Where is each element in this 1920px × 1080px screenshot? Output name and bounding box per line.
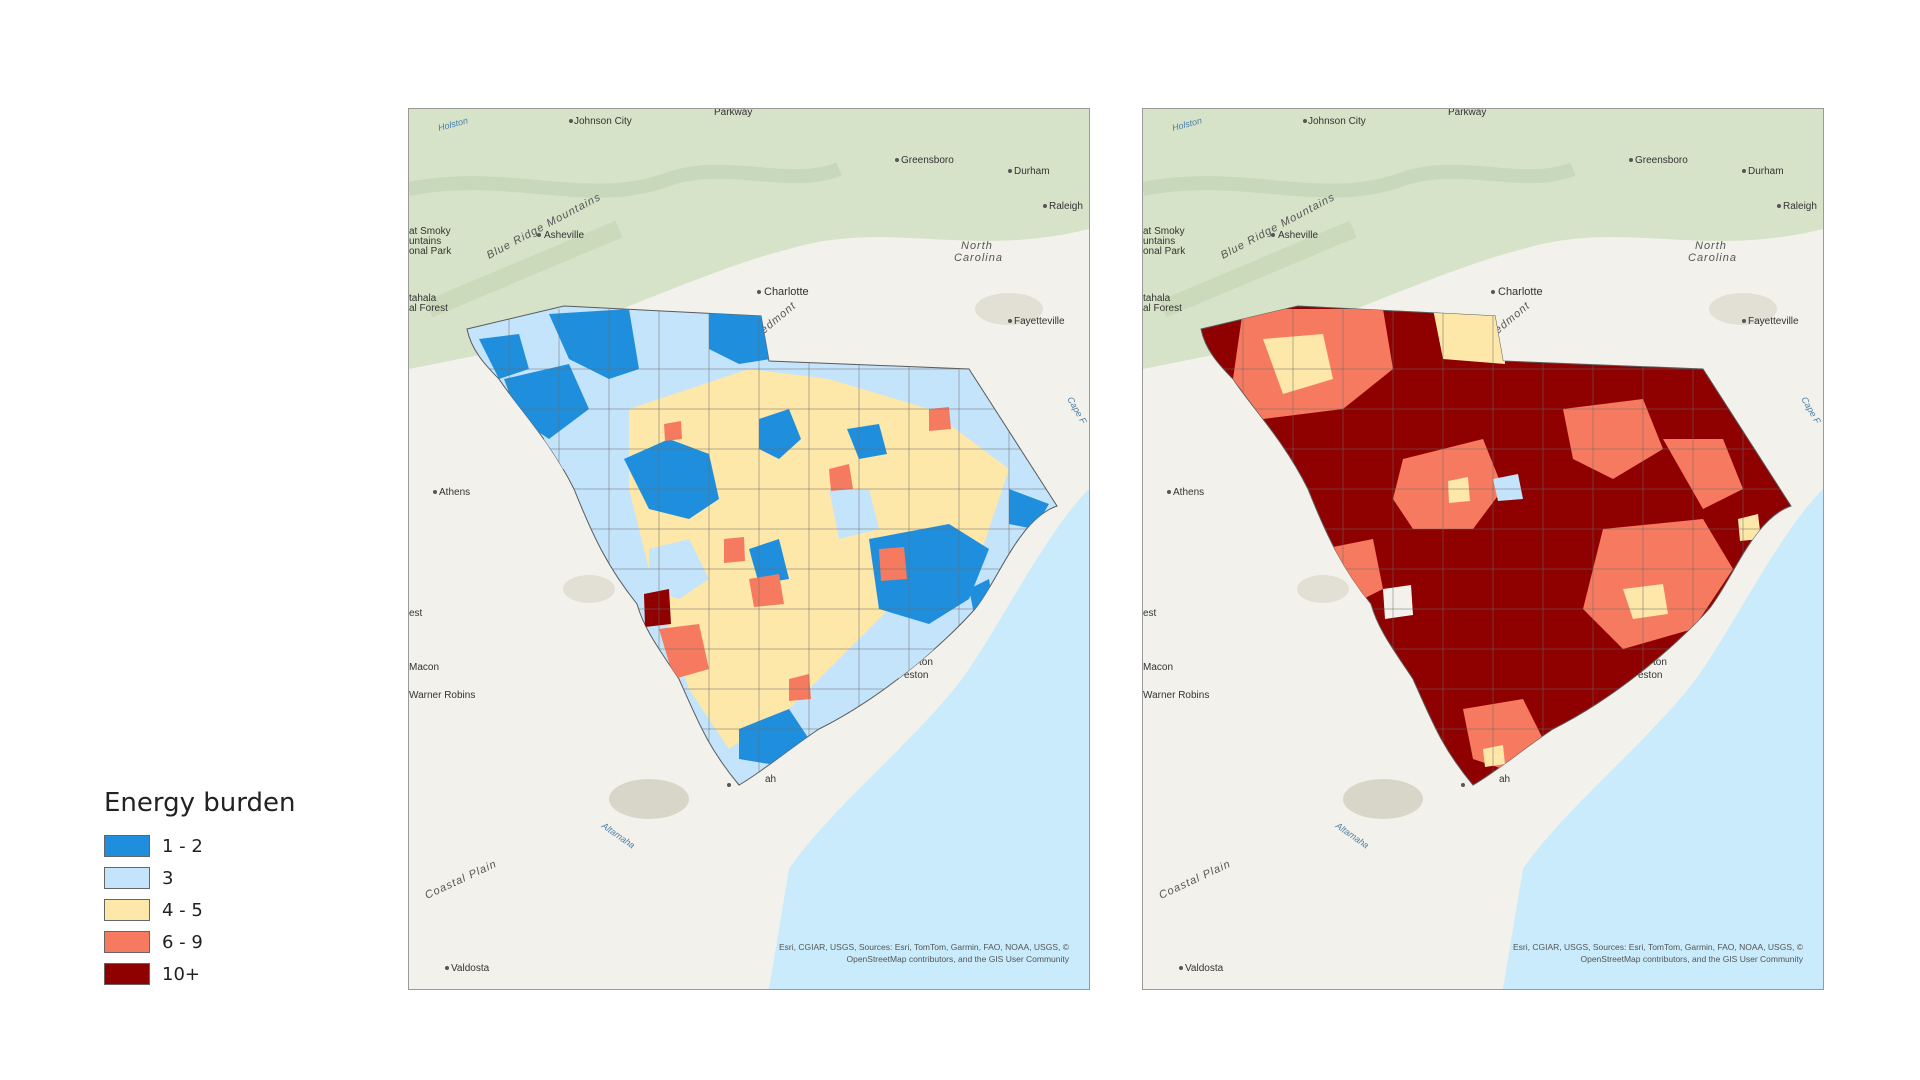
legend-label: 3 — [162, 867, 174, 889]
svg-text:Parkway: Parkway — [1448, 109, 1486, 118]
svg-text:Greensboro: Greensboro — [901, 155, 954, 166]
svg-text:Johnson City: Johnson City — [574, 116, 632, 127]
svg-text:Athens: Athens — [439, 487, 470, 498]
legend-item: 10+ — [104, 958, 344, 990]
legend-swatch-1-2 — [104, 835, 150, 857]
map-attribution: Esri, CGIAR, USGS, Sources: Esri, TomTom… — [1513, 942, 1803, 964]
legend-label: 6 - 9 — [162, 931, 203, 953]
mountain-relief — [1143, 109, 1823, 369]
svg-text:ah: ah — [765, 774, 776, 785]
legend-item: 1 - 2 — [104, 830, 344, 862]
svg-text:Valdosta: Valdosta — [451, 963, 490, 974]
ocean — [769, 489, 1089, 989]
svg-text:at Smoky: at Smoky — [409, 226, 451, 237]
map-left-canvas[interactable]: Johnson City Parkway Greensboro Durham R… — [409, 109, 1089, 989]
svg-text:Durham: Durham — [1014, 166, 1050, 177]
svg-text:ton: ton — [919, 657, 933, 668]
legend-swatch-6-9 — [104, 931, 150, 953]
svg-text:Fayetteville: Fayetteville — [1748, 316, 1799, 327]
svg-text:Raleigh: Raleigh — [1049, 201, 1083, 212]
svg-text:Durham: Durham — [1748, 166, 1784, 177]
svg-text:al Forest: al Forest — [1143, 303, 1182, 314]
map-right-canvas[interactable]: Johnson City Parkway Greensboro Durham R… — [1143, 109, 1823, 989]
svg-text:Parkway: Parkway — [714, 109, 752, 118]
svg-text:Asheville: Asheville — [1278, 230, 1318, 241]
svg-text:tahala: tahala — [409, 293, 437, 304]
svg-text:North: North — [961, 240, 993, 252]
svg-text:est: est — [1143, 608, 1157, 619]
svg-text:tahala: tahala — [1143, 293, 1171, 304]
legend-label: 4 - 5 — [162, 899, 203, 921]
legend-swatch-4-5 — [104, 899, 150, 921]
legend-swatch-10-plus — [104, 963, 150, 985]
svg-text:est: est — [409, 608, 423, 619]
svg-text:Macon: Macon — [1143, 662, 1173, 673]
svg-text:Raleigh: Raleigh — [1783, 201, 1817, 212]
svg-text:Greensboro: Greensboro — [1635, 155, 1688, 166]
svg-text:onal Park: onal Park — [1143, 246, 1186, 257]
svg-text:untains: untains — [409, 236, 441, 247]
legend: Energy burden 1 - 2 3 4 - 5 6 - 9 10+ — [104, 788, 344, 990]
svg-text:Macon: Macon — [409, 662, 439, 673]
svg-text:ah: ah — [1499, 774, 1510, 785]
mountain-relief — [409, 109, 1089, 369]
svg-text:Asheville: Asheville — [544, 230, 584, 241]
legend-title: Energy burden — [104, 788, 296, 818]
legend-label: 1 - 2 — [162, 835, 203, 857]
legend-swatch-3 — [104, 867, 150, 889]
svg-text:Charlotte: Charlotte — [1498, 286, 1543, 298]
svg-text:al Forest: al Forest — [409, 303, 448, 314]
svg-text:ton: ton — [1653, 657, 1667, 668]
legend-item: 4 - 5 — [104, 894, 344, 926]
legend-label: 10+ — [162, 963, 200, 985]
map-right[interactable]: Johnson City Parkway Greensboro Durham R… — [1142, 108, 1824, 990]
svg-text:Fayetteville: Fayetteville — [1014, 316, 1065, 327]
svg-text:Johnson City: Johnson City — [1308, 116, 1366, 127]
ocean — [1503, 489, 1823, 989]
svg-text:Valdosta: Valdosta — [1185, 963, 1224, 974]
svg-text:eston: eston — [904, 670, 928, 681]
legend-item: 3 — [104, 862, 344, 894]
legend-item: 6 - 9 — [104, 926, 344, 958]
map-left[interactable]: Johnson City Parkway Greensboro Durham R… — [408, 108, 1090, 990]
svg-text:Carolina: Carolina — [1688, 252, 1737, 264]
svg-text:Carolina: Carolina — [954, 252, 1003, 264]
svg-text:Warner Robins: Warner Robins — [1143, 690, 1209, 701]
svg-text:at Smoky: at Smoky — [1143, 226, 1185, 237]
svg-text:Warner Robins: Warner Robins — [409, 690, 475, 701]
svg-text:Charlotte: Charlotte — [764, 286, 809, 298]
svg-text:onal Park: onal Park — [409, 246, 452, 257]
svg-text:eston: eston — [1638, 670, 1662, 681]
svg-text:untains: untains — [1143, 236, 1175, 247]
map-attribution: Esri, CGIAR, USGS, Sources: Esri, TomTom… — [779, 942, 1069, 964]
svg-text:Athens: Athens — [1173, 487, 1204, 498]
svg-text:North: North — [1695, 240, 1727, 252]
